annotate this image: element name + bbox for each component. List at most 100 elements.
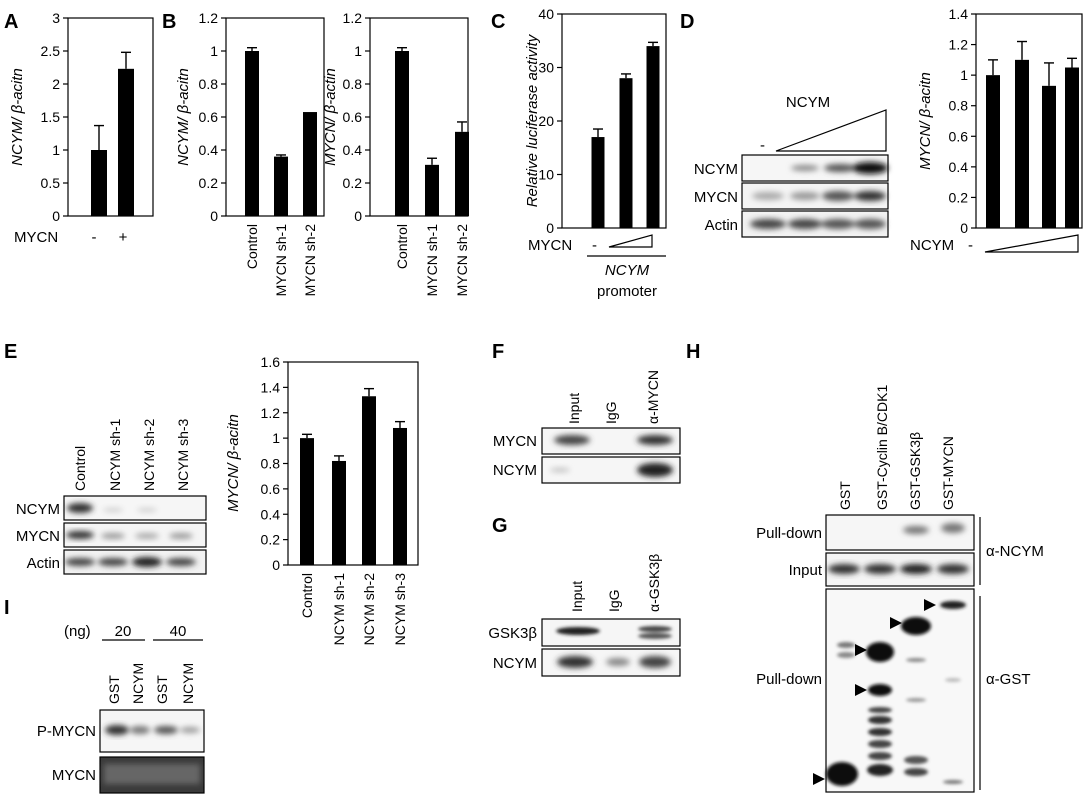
bar: [1065, 67, 1079, 228]
panel-h-row-pulldown-2: Pull-down: [756, 671, 822, 688]
panel-g-lane-igg: IgG: [606, 589, 622, 612]
panel-i-unit: (ng): [64, 623, 91, 640]
panel-i-blot: [99, 709, 205, 794]
panel-a-xaxis-title: MYCN: [14, 229, 58, 246]
y-tick-label: 1.4: [949, 6, 969, 22]
y-tick-label: 0.2: [949, 189, 969, 205]
bar: [332, 460, 346, 565]
category-label: NCYM sh-2: [361, 573, 377, 646]
y-tick-label: 0: [960, 220, 968, 236]
panel-label-h: H: [686, 341, 700, 363]
y-tick-label: 0: [546, 220, 554, 236]
panel-g-blot: [541, 618, 681, 677]
panel-h-lane-gst: GST: [837, 481, 853, 510]
y-tick-label: 0: [52, 208, 60, 224]
panel-e-lanes: Control NCYM sh-1 NCYM sh-2 NCYM sh-3: [72, 418, 191, 491]
arrowhead-icon: [924, 599, 936, 611]
panel-h-arrowheads: [813, 599, 936, 785]
panel-i-lane-ncym-1: NCYM: [130, 663, 146, 704]
panel-g-row-ncym: NCYM: [493, 655, 537, 672]
bar: [1042, 85, 1056, 228]
bar: [300, 438, 314, 565]
panel-e-lane-sh1: NCYM sh-1: [107, 418, 123, 491]
category-label: NCYM sh-1: [331, 573, 347, 646]
panel-i-lane-gst-1: GST: [106, 675, 122, 704]
y-tick-label: 1: [52, 142, 60, 158]
category-label: Control: [394, 224, 410, 269]
bar: [619, 78, 633, 228]
arrowhead-icon: [855, 684, 867, 696]
bar: [986, 75, 1000, 229]
category-label: Control: [299, 573, 315, 618]
y-axis-label: MYCN/ β-acitn: [225, 414, 242, 512]
panel-c-promoter-word: promoter: [597, 283, 657, 300]
panel-h-lane-mycn: GST-MYCN: [940, 436, 956, 510]
panel-f-row-ncym: NCYM: [493, 462, 537, 479]
y-axis-label: Relative luciferase activity: [524, 33, 541, 207]
panel-i-lane-gst-2: GST: [154, 675, 170, 704]
y-tick-label: 1.2: [261, 405, 281, 421]
panel-i-row-mycn: MYCN: [52, 767, 96, 784]
panel-d-chart-minus: -: [968, 237, 973, 254]
panel-e-blot: [63, 495, 207, 575]
y-tick-label: 0.4: [199, 142, 219, 158]
y-tick-label: 1.6: [261, 354, 281, 370]
y-tick-label: 0.4: [261, 506, 281, 522]
panel-h-lane-cyclinb: GST-Cyclin B/CDK1: [874, 385, 890, 510]
y-axis-label: MYCN/ β-actin: [322, 68, 339, 166]
y-tick-label: 10: [538, 167, 554, 183]
panel-h-row-input: Input: [789, 562, 823, 579]
y-tick-label: 0.2: [261, 532, 281, 548]
panel-e-lane-sh3: NCYM sh-3: [175, 418, 191, 491]
panel-d-ncym-wedge-icon: [775, 109, 887, 152]
category-label: Control: [244, 224, 260, 269]
panel-e-lane-control: Control: [72, 446, 88, 491]
bar: [395, 51, 409, 216]
plot-frame: [369, 17, 469, 217]
panel-c-mycn-wedge-icon: [608, 234, 653, 248]
y-tick-label: 0: [210, 208, 218, 224]
chart-c: 0 10 20 30 40 Relative luciferase activity: [524, 6, 667, 236]
y-tick-label: 0.8: [949, 98, 969, 114]
category-label: MYCN sh-2: [454, 224, 470, 297]
y-tick-label: 0.4: [949, 159, 969, 175]
y-tick-label: 3: [52, 10, 60, 26]
y-tick-label: 1.2: [343, 10, 363, 26]
y-tick-label: 2.5: [41, 43, 61, 59]
chart-e: 0 0.2 0.4 0.6 0.8 1 1.2 1.4 1.6 MYCN/ β-acitn Cont…: [225, 354, 419, 646]
y-tick-label: 2: [52, 76, 60, 92]
y-tick-label: 0.5: [41, 175, 61, 191]
panel-g-lane-agsk3b: α-GSK3β: [646, 554, 662, 612]
panel-d-blot: [741, 154, 889, 238]
bar: [274, 156, 288, 216]
y-tick-label: 1.4: [261, 379, 281, 395]
panel-d-blot-header: NCYM: [786, 94, 830, 111]
y-tick-label: 20: [538, 113, 554, 129]
y-tick-label: 0.6: [343, 109, 363, 125]
y-tick-label: 1: [272, 430, 280, 446]
panel-d-row-mycn: MYCN: [694, 189, 738, 206]
panel-c-minus: -: [592, 237, 597, 254]
panel-i-amount-40: 40: [170, 623, 187, 640]
category-label: MYCN sh-1: [273, 224, 289, 297]
panel-label-g: G: [492, 515, 508, 537]
panel-f-lane-igg: IgG: [603, 401, 619, 424]
panel-e-row-mycn: MYCN: [16, 528, 60, 545]
chart-b1: 0 0.2 0.4 0.6 0.8 1 1.2 NCYM/ β-acitn Control MYC…: [175, 10, 325, 297]
category-label: NCYM sh-3: [392, 573, 408, 646]
chart-d: 0 0.2 0.4 0.6 0.8 1 1.2 1.4 MYCN/ β-acitn: [917, 6, 1083, 236]
panel-e-row-ncym: NCYM: [16, 501, 60, 518]
y-tick-label: 0.8: [343, 76, 363, 92]
panel-label-b: B: [162, 11, 176, 33]
y-tick-label: 0.4: [343, 142, 363, 158]
panel-d-blot-minus: -: [760, 137, 765, 154]
bar: [1015, 59, 1029, 228]
panel-h-lane-gsk3b: GST-GSK3β: [907, 432, 923, 510]
panel-g-lane-input: Input: [569, 581, 585, 612]
panel-g-row-gsk3b: GSK3β: [488, 625, 537, 642]
y-tick-label: 0.6: [199, 109, 219, 125]
panel-label-c: C: [491, 11, 505, 33]
panel-h-antibody-gst: α-GST: [986, 671, 1031, 688]
bar: [118, 68, 134, 216]
